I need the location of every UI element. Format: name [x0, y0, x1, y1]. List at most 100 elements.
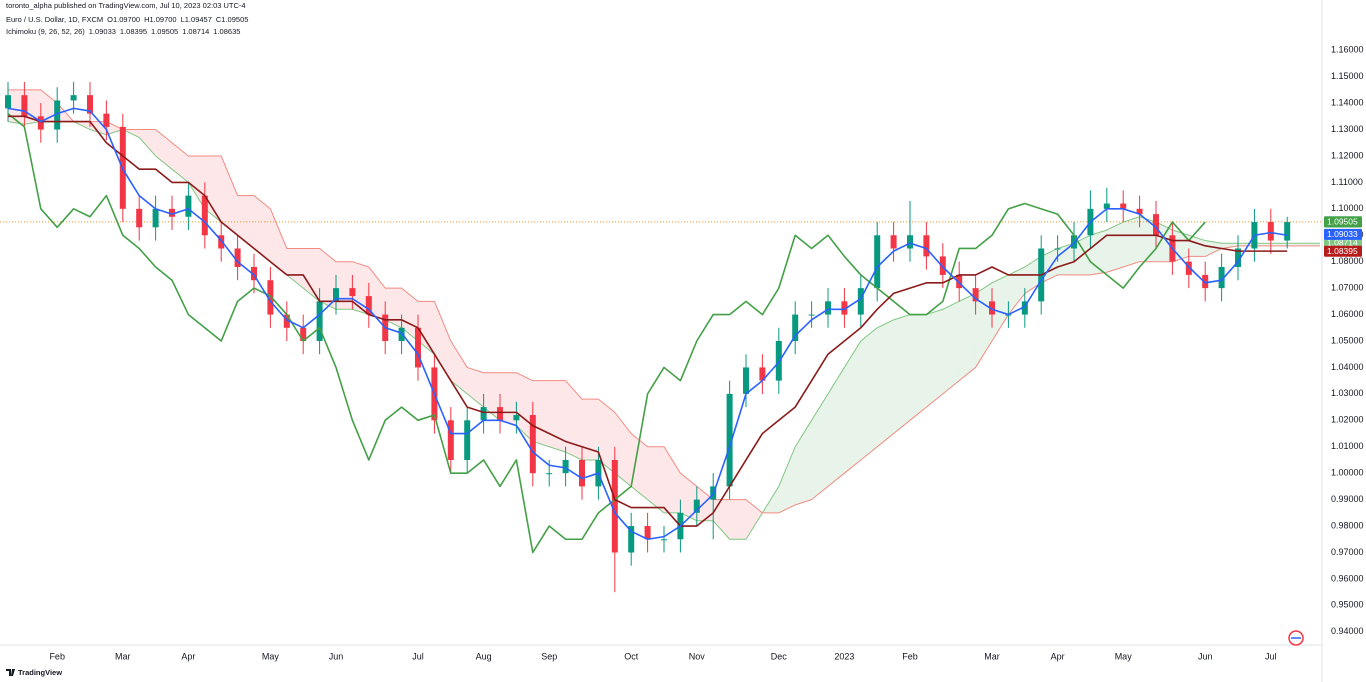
candle-body: [5, 95, 11, 109]
candle-body: [661, 539, 667, 541]
cloud-segment: [172, 142, 189, 183]
candle-body: [447, 420, 454, 460]
cloud-segment: [713, 499, 730, 540]
candle-body: [87, 95, 93, 114]
cloud-segment: [778, 446, 796, 513]
y-tick-label: 1.05000: [1331, 335, 1364, 345]
indicator-value: 1.09033: [89, 27, 116, 36]
logo: TradingView: [6, 668, 62, 677]
cloud-segment: [1008, 266, 1025, 315]
cloud-segment: [860, 327, 878, 460]
cloud-segment: [729, 499, 746, 540]
price-tag: [1324, 228, 1362, 240]
y-tick-label: 1.07000: [1331, 283, 1364, 293]
cloud-segment: [336, 261, 353, 310]
x-tick-label: Dec: [771, 651, 788, 661]
candle-body: [185, 195, 192, 217]
cloud-segment: [959, 293, 976, 381]
cloud-segment: [385, 288, 402, 328]
cloud-segment: [1303, 243, 1320, 246]
y-tick-label: 1.02000: [1331, 415, 1364, 425]
ohlc-value: O1.09700: [107, 15, 140, 24]
cloud-segment: [368, 266, 386, 320]
cloud-segment: [204, 155, 222, 223]
cloud-segment: [795, 420, 812, 505]
candle-body: [267, 280, 274, 315]
cloud-segment: [303, 248, 320, 302]
candle-body: [1071, 235, 1077, 249]
ohlc-value: H1.09700: [144, 15, 177, 24]
candle-body: [201, 195, 208, 236]
y-tick-label: 1.00000: [1331, 468, 1364, 478]
candle-body: [1218, 266, 1225, 289]
candle-body: [1284, 222, 1291, 241]
candle-body: [579, 459, 585, 487]
candle-body: [825, 301, 831, 315]
candle-body: [792, 314, 799, 342]
candle-body: [1136, 208, 1143, 215]
cloud-segment: [598, 399, 615, 474]
candle-body: [1021, 301, 1028, 315]
cloud-segment: [450, 341, 468, 394]
x-tick-label: Mar: [984, 651, 1000, 661]
candle-body: [529, 415, 536, 474]
cloud-segment: [1287, 243, 1304, 246]
y-tick-label: 0.97000: [1331, 547, 1364, 557]
x-tick-label: Mar: [115, 651, 131, 661]
cloud-segment: [516, 372, 533, 442]
settings-icon[interactable]: [1288, 630, 1304, 646]
x-tick-label: 2023: [834, 651, 854, 661]
cloud-segment: [483, 372, 500, 421]
candle-body: [251, 266, 257, 281]
candle-body: [333, 288, 339, 302]
candle-body: [956, 274, 963, 289]
candle-body: [939, 256, 946, 275]
candle-body: [1054, 248, 1061, 250]
cloud-segment: [992, 274, 1009, 342]
cloud-segment: [1057, 243, 1074, 275]
cloud-segment: [1270, 243, 1288, 246]
price-tag: [1324, 245, 1362, 257]
candle-body: [218, 235, 225, 249]
y-tick-label: 1.14000: [1331, 97, 1364, 107]
candle-body: [54, 100, 61, 130]
cloud-segment: [877, 319, 894, 447]
candle-body: [1120, 203, 1127, 209]
candle-body: [972, 288, 979, 302]
candle-body: [70, 95, 77, 101]
candle-body: [1202, 274, 1209, 289]
cloud-segment: [155, 129, 172, 170]
candle-body: [628, 526, 635, 553]
x-tick-label: Nov: [689, 651, 706, 661]
y-tick-label: 1.11000: [1331, 177, 1363, 187]
candle-body: [808, 314, 815, 316]
cloud-segment: [24, 89, 41, 125]
price-tag-label: 1.09033: [1327, 229, 1358, 239]
x-tick-label: May: [262, 651, 280, 661]
candle-body: [365, 296, 372, 315]
candle-body: [874, 235, 881, 289]
legend-header: toronto_alpha published on TradingView.c…: [6, 1, 248, 36]
attribution: toronto_alpha published on TradingView.c…: [6, 1, 246, 10]
candle-body: [152, 208, 159, 228]
candle-body: [21, 95, 28, 117]
x-tick-label: Aug: [476, 651, 492, 661]
candle-body: [890, 235, 897, 249]
y-tick-label: 1.13000: [1331, 124, 1364, 134]
price-tag: [1324, 237, 1362, 249]
candle-body: [497, 407, 503, 421]
indicator-name: Ichimoku (9, 26, 52, 26): [6, 27, 85, 36]
y-tick-label: 0.94000: [1331, 626, 1364, 636]
candle-body: [743, 367, 749, 394]
candle-body: [283, 314, 290, 328]
ohlc-value: L1.09457: [181, 15, 212, 24]
x-tick-label: Feb: [49, 651, 65, 661]
cloud-segment: [1254, 243, 1271, 246]
candle-body: [415, 327, 421, 368]
x-tick-label: Sep: [541, 651, 557, 661]
cloud-segment: [1221, 243, 1238, 249]
price-tag-label: 1.09505: [1327, 217, 1358, 227]
x-tick-label: Apr: [181, 651, 195, 661]
cloud-segment: [942, 301, 960, 394]
